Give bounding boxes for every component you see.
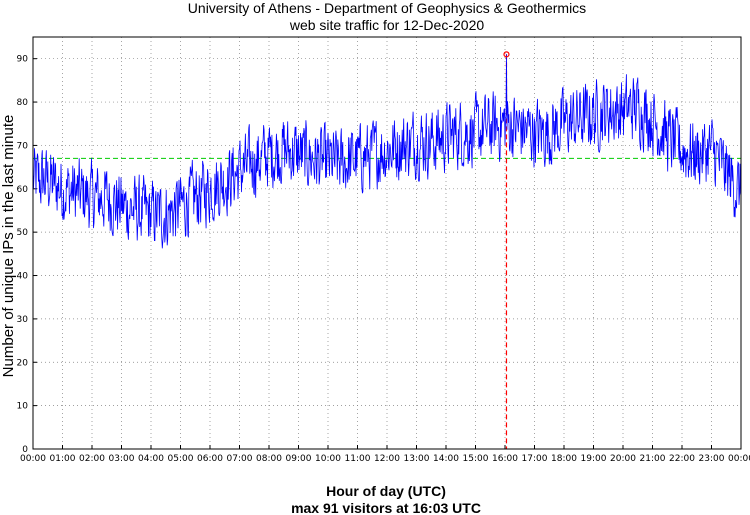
y-tick-label: 30 — [17, 315, 29, 325]
max-caption: max 91 visitors at 16:03 UTC — [291, 500, 481, 515]
x-tick-label: 08:00 — [256, 454, 282, 464]
x-tick-label: 12:00 — [374, 454, 400, 464]
x-axis-ticks: 00:00 01:00 02:00 03:00 04:00 05:00 06:00 07:00… — [20, 445, 750, 464]
y-tick-label: 50 — [17, 228, 29, 238]
x-tick-label: 11:00 — [345, 454, 371, 464]
y-tick-label: 0 — [22, 445, 28, 455]
x-tick-label: 21:00 — [640, 454, 666, 464]
x-tick-label: 17:00 — [522, 454, 548, 464]
x-tick-label: 01:00 — [50, 454, 76, 464]
plot-frame — [32, 36, 742, 450]
x-tick-label: 09:00 — [286, 454, 312, 464]
y-tick-label: 70 — [17, 141, 29, 151]
x-tick-label: 13:00 — [404, 454, 430, 464]
y-axis-label: Number of unique IPs in the last minute — [0, 115, 17, 378]
x-axis-label: Hour of day (UTC) — [326, 483, 446, 499]
x-tick-label: 00:00 — [728, 454, 750, 464]
x-tick-label: 07:00 — [227, 454, 253, 464]
x-tick-label: 16:00 — [492, 454, 518, 464]
x-tick-label: 22:00 — [669, 454, 695, 464]
x-tick-label: 02:00 — [79, 454, 105, 464]
x-tick-label: 14:00 — [433, 454, 459, 464]
x-tick-label: 04:00 — [138, 454, 164, 464]
y-axis-ticks: 0 10 20 30 40 50 60 70 80 90 — [17, 55, 37, 455]
chart-title: University of Athens - Department of Geo… — [188, 0, 586, 16]
x-tick-label: 18:00 — [551, 454, 577, 464]
y-tick-label: 60 — [17, 185, 29, 195]
x-tick-label: 20:00 — [610, 454, 636, 464]
x-tick-label: 19:00 — [581, 454, 607, 464]
x-tick-label: 05:00 — [168, 454, 194, 464]
y-tick-label: 90 — [17, 55, 29, 65]
y-tick-label: 20 — [17, 358, 29, 368]
y-tick-label: 40 — [17, 272, 29, 282]
x-tick-label: 23:00 — [699, 454, 725, 464]
chart-subtitle: web site traffic for 12-Dec-2020 — [289, 17, 484, 33]
x-tick-label: 10:00 — [315, 454, 341, 464]
x-tick-label: 15:00 — [463, 454, 489, 464]
y-tick-label: 80 — [17, 98, 29, 108]
x-tick-label: 06:00 — [197, 454, 223, 464]
max-point — [503, 51, 510, 58]
x-tick-label: 00:00 — [20, 454, 46, 464]
y-tick-label: 10 — [17, 402, 29, 412]
series-line — [32, 54, 742, 249]
x-tick-label: 03:00 — [109, 454, 135, 464]
